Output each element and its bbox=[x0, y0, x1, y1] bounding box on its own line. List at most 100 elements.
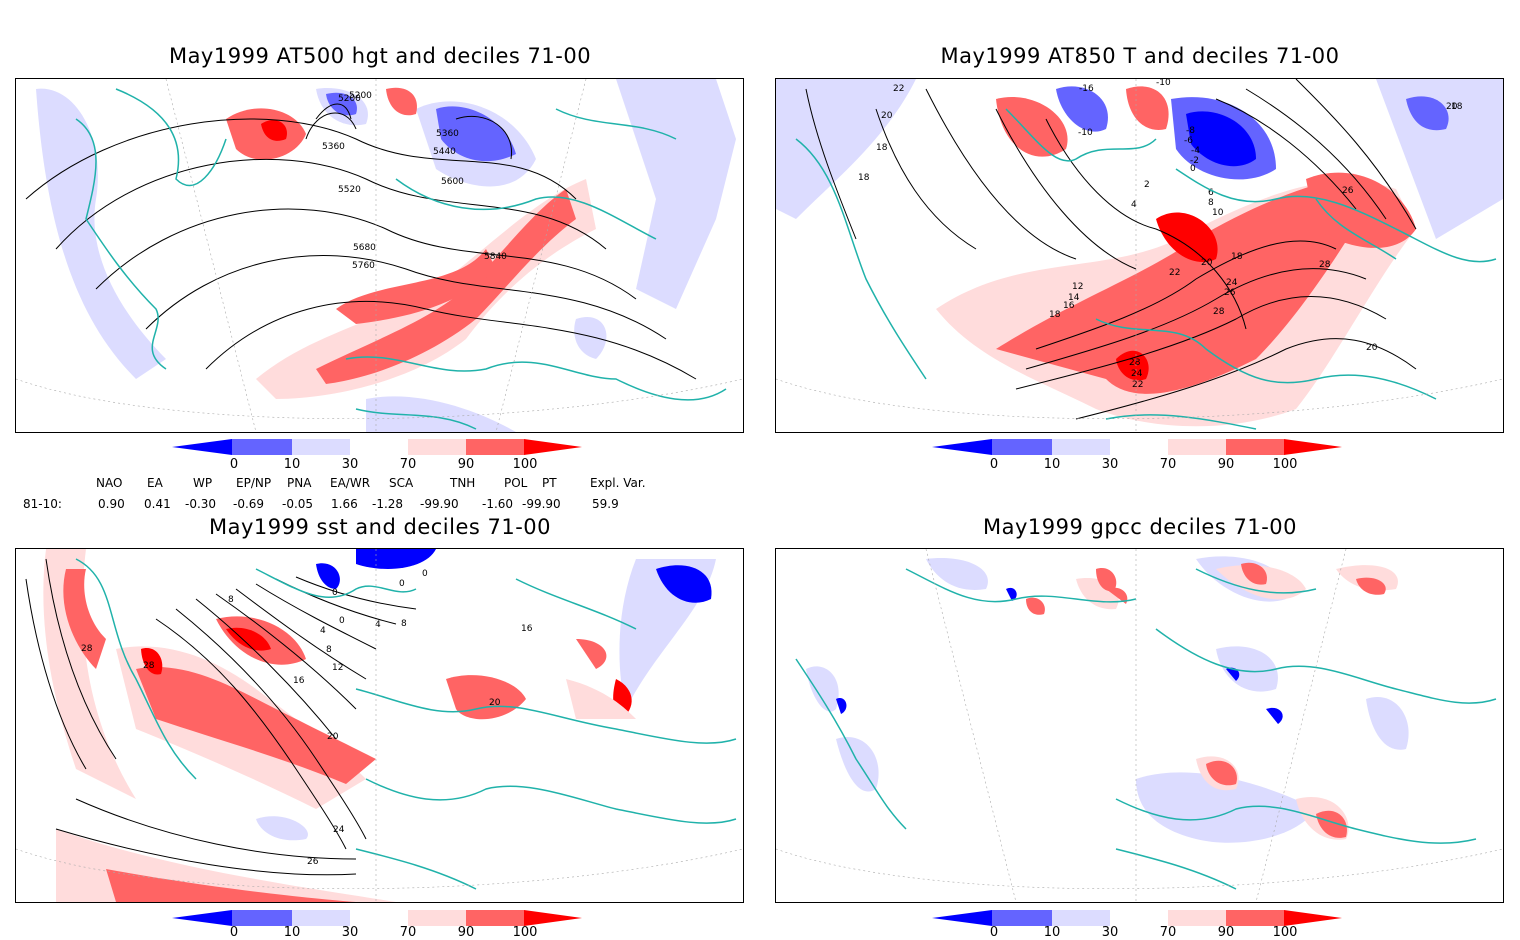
colorbar-bottom-left bbox=[172, 910, 582, 926]
map-panel-hgt500: 5200 5200 5360 5360 5440 5520 5600 5680 … bbox=[15, 78, 744, 433]
colorbar-segment bbox=[992, 910, 1052, 926]
contour-label: 20 bbox=[327, 732, 339, 742]
colorbar-segment bbox=[524, 910, 582, 926]
contour-label: 5600 bbox=[441, 177, 464, 187]
map-panel-sst: 28 28 8 0 0 0 4 4 8 8 12 16 16 20 20 24 … bbox=[15, 548, 744, 903]
index-value: -1.28 bbox=[372, 497, 404, 511]
colorbar-tick: 70 bbox=[399, 925, 417, 940]
colorbar-tick: 100 bbox=[512, 457, 538, 472]
contour-label: 22 bbox=[893, 84, 904, 94]
contour-label: 8 bbox=[1208, 198, 1214, 208]
contour-label: -10 bbox=[1078, 128, 1093, 138]
colorbar-tick: 90 bbox=[457, 457, 475, 472]
contour-label: 2 bbox=[1144, 180, 1150, 190]
colorbar-tick: 10 bbox=[1043, 457, 1061, 472]
contour-label: 20 bbox=[489, 698, 501, 708]
contour-label: 10 bbox=[1212, 208, 1224, 218]
contour-label: 24 bbox=[1226, 278, 1238, 288]
index-header: SCA bbox=[389, 476, 414, 490]
contour-label: 0 bbox=[422, 569, 428, 579]
index-header: EA/WR bbox=[330, 476, 371, 490]
contour-label: -8 bbox=[1186, 126, 1195, 136]
contour-label: 18 bbox=[876, 143, 888, 153]
map-hgt500: 5200 5200 5360 5360 5440 5520 5600 5680 … bbox=[16, 79, 743, 432]
map-sst: 28 28 8 0 0 0 4 4 8 8 12 16 16 20 20 24 … bbox=[16, 549, 743, 902]
panel-title-sst: May1999 sst and deciles 71-00 bbox=[208, 515, 552, 539]
contour-label: 12 bbox=[1072, 282, 1083, 292]
contour-label: 16 bbox=[521, 624, 533, 634]
contour-label: 16 bbox=[1063, 301, 1075, 311]
contour-label: 0 bbox=[339, 616, 345, 626]
contour-label: 18 bbox=[858, 173, 870, 183]
contour-label: 26 bbox=[1224, 288, 1236, 298]
index-header: WP bbox=[193, 476, 213, 490]
contour-label: 28 bbox=[81, 644, 93, 654]
anomaly-high-band bbox=[256, 179, 596, 399]
contour-label: 20 bbox=[881, 111, 893, 121]
colorbar-segment bbox=[1284, 910, 1342, 926]
index-value: -99.90 bbox=[522, 497, 561, 511]
contour-label: 6 bbox=[1208, 188, 1214, 198]
colorbar-tick: 90 bbox=[1217, 457, 1235, 472]
contour-label: -4 bbox=[1191, 146, 1200, 156]
index-header: POL bbox=[504, 476, 528, 490]
colorbar-segment bbox=[932, 910, 992, 926]
contour-label: 24 bbox=[333, 825, 345, 835]
colorbar-tick: 100 bbox=[1272, 457, 1298, 472]
index-row-label: 81-10: bbox=[23, 497, 62, 511]
index-value: 0.90 bbox=[98, 497, 125, 511]
colorbar-segment bbox=[1168, 439, 1226, 455]
colorbar-top-left bbox=[172, 439, 582, 455]
coastlines bbox=[75, 88, 727, 430]
colorbar-tick: 10 bbox=[283, 457, 301, 472]
colorbar-top-right bbox=[932, 439, 1342, 455]
contour-label: 20 bbox=[1366, 343, 1378, 353]
contour-label: 26 bbox=[1342, 186, 1354, 196]
colorbar-segment bbox=[232, 910, 292, 926]
contour-label: 4 bbox=[1131, 200, 1137, 210]
contour-label: 8 bbox=[326, 645, 332, 655]
colorbar-segment bbox=[408, 439, 466, 455]
contour-label: 5680 bbox=[353, 243, 376, 253]
index-header: Expl. Var. bbox=[590, 476, 646, 490]
index-header: PT bbox=[542, 476, 557, 490]
contour-label: 5520 bbox=[338, 185, 361, 195]
index-value: 0.41 bbox=[144, 497, 171, 511]
colorbar-bottom-right bbox=[932, 910, 1342, 926]
contour-label: 5840 bbox=[484, 252, 507, 262]
contour-label: 18 bbox=[1231, 252, 1243, 262]
colorbar-tick: 100 bbox=[1272, 925, 1298, 940]
contour-label: -2 bbox=[1190, 156, 1199, 166]
colorbar-tick: 90 bbox=[457, 925, 475, 940]
contour-label: 8 bbox=[228, 595, 234, 605]
colorbar-tick: 30 bbox=[341, 457, 359, 472]
colorbar-tick: 0 bbox=[989, 925, 999, 940]
panel-title-t850: May1999 AT850 T and deciles 71-00 bbox=[940, 44, 1340, 68]
contour-label: 12 bbox=[332, 663, 343, 673]
colorbar-segment bbox=[172, 439, 232, 455]
colorbar-segment bbox=[1226, 439, 1284, 455]
index-header: TNH bbox=[450, 476, 476, 490]
contour-label: 5360 bbox=[436, 129, 459, 139]
colorbar-segment bbox=[932, 439, 992, 455]
colorbar-segment bbox=[292, 439, 350, 455]
colorbar-segment bbox=[524, 439, 582, 455]
anomaly-low-west bbox=[36, 88, 166, 379]
index-header: EP/NP bbox=[236, 476, 272, 490]
height-contours bbox=[25, 103, 697, 380]
contour-label: 22 bbox=[1169, 268, 1180, 278]
contour-label: 8 bbox=[401, 619, 407, 629]
colorbar-segment bbox=[992, 439, 1052, 455]
anomaly-strong-low bbox=[436, 106, 516, 162]
contour-label: 4 bbox=[320, 626, 326, 636]
index-value: 1.66 bbox=[331, 497, 358, 511]
colorbar-segment bbox=[1052, 910, 1110, 926]
index-value: -1.60 bbox=[482, 497, 514, 511]
contour-label: -16 bbox=[1079, 84, 1094, 94]
map-t850: 22 20 18 18 18 -10 -16 -10 -8 -6 -4 -2 0… bbox=[776, 79, 1503, 432]
colorbar-segment bbox=[408, 910, 466, 926]
contour-label: 18 bbox=[1451, 102, 1463, 112]
anomaly-low-east bbox=[616, 79, 736, 309]
colorbar-tick: 30 bbox=[1101, 925, 1119, 940]
contour-label: 5760 bbox=[352, 261, 375, 271]
